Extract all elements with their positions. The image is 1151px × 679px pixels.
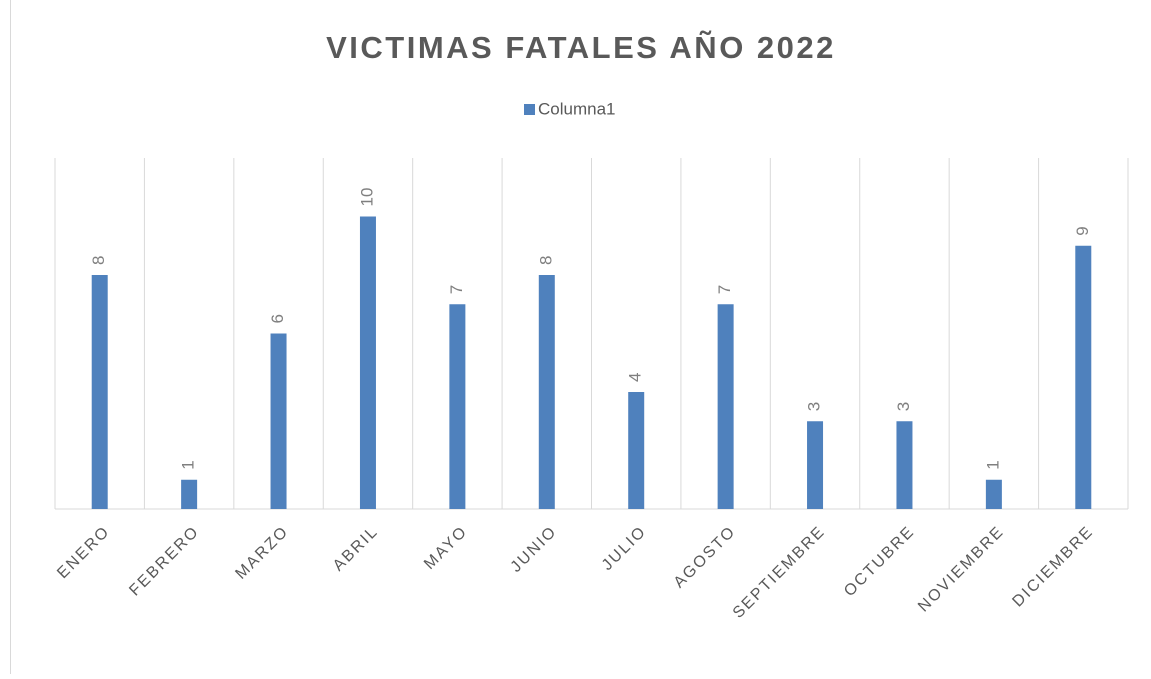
data-label: 3 xyxy=(805,402,824,411)
bar xyxy=(360,217,376,510)
bar xyxy=(449,304,465,509)
data-label: 8 xyxy=(536,256,555,265)
data-label: 7 xyxy=(447,285,466,294)
data-label: 1 xyxy=(179,460,198,469)
bar xyxy=(181,480,197,509)
data-label: 8 xyxy=(89,256,108,265)
bar xyxy=(271,334,287,510)
bar xyxy=(718,304,734,509)
bar xyxy=(896,421,912,509)
chart-title: VICTIMAS FATALES AÑO 2022 xyxy=(326,30,836,65)
bar xyxy=(986,480,1002,509)
data-label: 10 xyxy=(357,188,376,207)
data-label: 7 xyxy=(715,285,734,294)
data-label: 3 xyxy=(894,402,913,411)
data-label: 1 xyxy=(983,460,1002,469)
data-label: 6 xyxy=(268,314,287,323)
bar xyxy=(539,275,555,509)
data-label: 4 xyxy=(626,373,645,382)
bar xyxy=(807,421,823,509)
bar xyxy=(92,275,108,509)
data-label: 9 xyxy=(1073,226,1092,235)
bar xyxy=(628,392,644,509)
legend-label: Columna1 xyxy=(538,99,616,118)
legend-swatch xyxy=(524,104,535,115)
bar xyxy=(1075,246,1091,509)
